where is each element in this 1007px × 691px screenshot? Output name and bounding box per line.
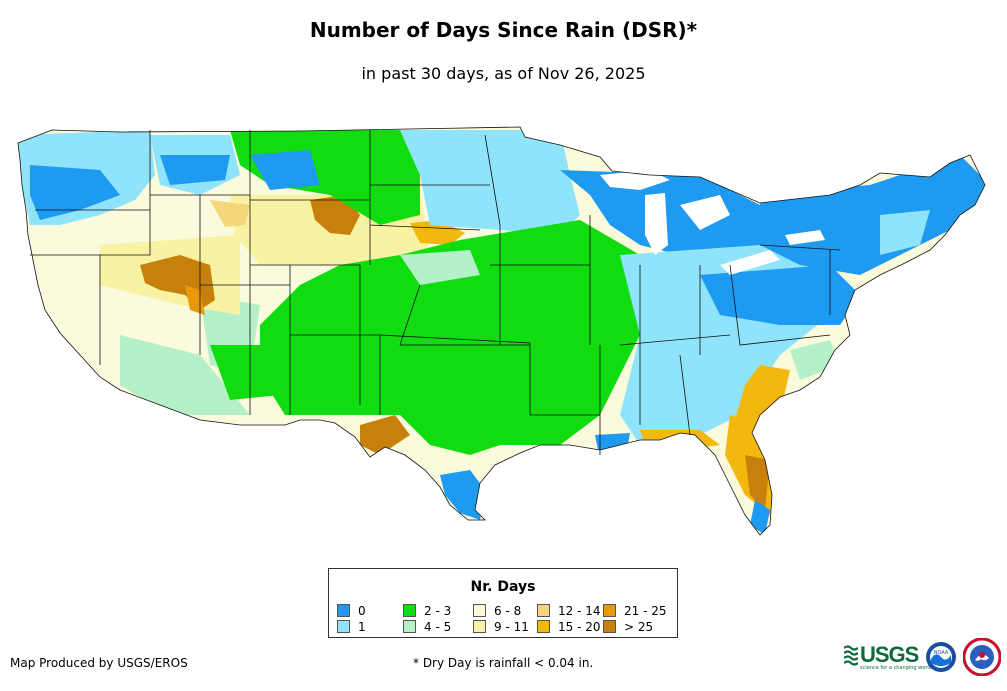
legend-label: 15 - 20 bbox=[558, 620, 601, 634]
legend-label: > 25 bbox=[624, 620, 654, 634]
legend-label: 2 - 3 bbox=[424, 604, 452, 618]
noaa-wordmark: NOAA bbox=[934, 650, 949, 656]
legend-item: > 25 bbox=[603, 620, 653, 634]
legend-swatch bbox=[403, 604, 416, 617]
legend-label: 1 bbox=[358, 620, 366, 634]
legend-label: 12 - 14 bbox=[558, 604, 601, 618]
legend-item: 9 - 11 bbox=[473, 620, 529, 634]
legend-swatch bbox=[403, 620, 416, 633]
dsr-map bbox=[17, 126, 986, 536]
nws-logo bbox=[963, 638, 1001, 676]
legend-swatch bbox=[337, 620, 350, 633]
legend-item: 0 bbox=[337, 604, 366, 618]
legend-item: 4 - 5 bbox=[403, 620, 451, 634]
map-title: Number of Days Since Rain (DSR)* bbox=[309, 18, 698, 42]
legend-item: 21 - 25 bbox=[603, 604, 667, 618]
legend-item: 6 - 8 bbox=[473, 604, 521, 618]
map-credit: Map Produced by USGS/EROS bbox=[10, 656, 188, 670]
dry-day-footnote: * Dry Day is rainfall < 0.04 in. bbox=[413, 656, 594, 670]
legend-item: 1 bbox=[337, 620, 366, 634]
legend-title: Nr. Days bbox=[470, 579, 536, 595]
legend-label: 0 bbox=[358, 604, 366, 618]
legend-swatch bbox=[337, 604, 350, 617]
legend: Nr. Days 0 1 2 - 3 4 - 5 6 - 8 9 - 11 12… bbox=[328, 568, 678, 638]
legend-label: 21 - 25 bbox=[624, 604, 667, 618]
legend-swatch bbox=[603, 604, 616, 617]
legend-swatch bbox=[473, 604, 486, 617]
noaa-logo: NOAA bbox=[926, 642, 956, 672]
usgs-wave-icon bbox=[844, 645, 858, 666]
legend-label: 6 - 8 bbox=[494, 604, 522, 618]
map-subtitle: in past 30 days, as of Nov 26, 2025 bbox=[361, 64, 646, 83]
legend-swatch bbox=[473, 620, 486, 633]
legend-item: 2 - 3 bbox=[403, 604, 451, 618]
legend-label: 4 - 5 bbox=[424, 620, 452, 634]
legend-item: 12 - 14 bbox=[537, 604, 601, 618]
legend-swatch bbox=[537, 620, 550, 633]
legend-label: 9 - 11 bbox=[494, 620, 529, 634]
legend-item: 15 - 20 bbox=[537, 620, 601, 634]
legend-swatch bbox=[537, 604, 550, 617]
usgs-wordmark: USGS bbox=[860, 642, 919, 667]
usgs-tagline: science for a changing world bbox=[860, 665, 932, 671]
usgs-logo: USGS science for a changing world bbox=[844, 642, 932, 672]
legend-swatch bbox=[603, 620, 616, 633]
